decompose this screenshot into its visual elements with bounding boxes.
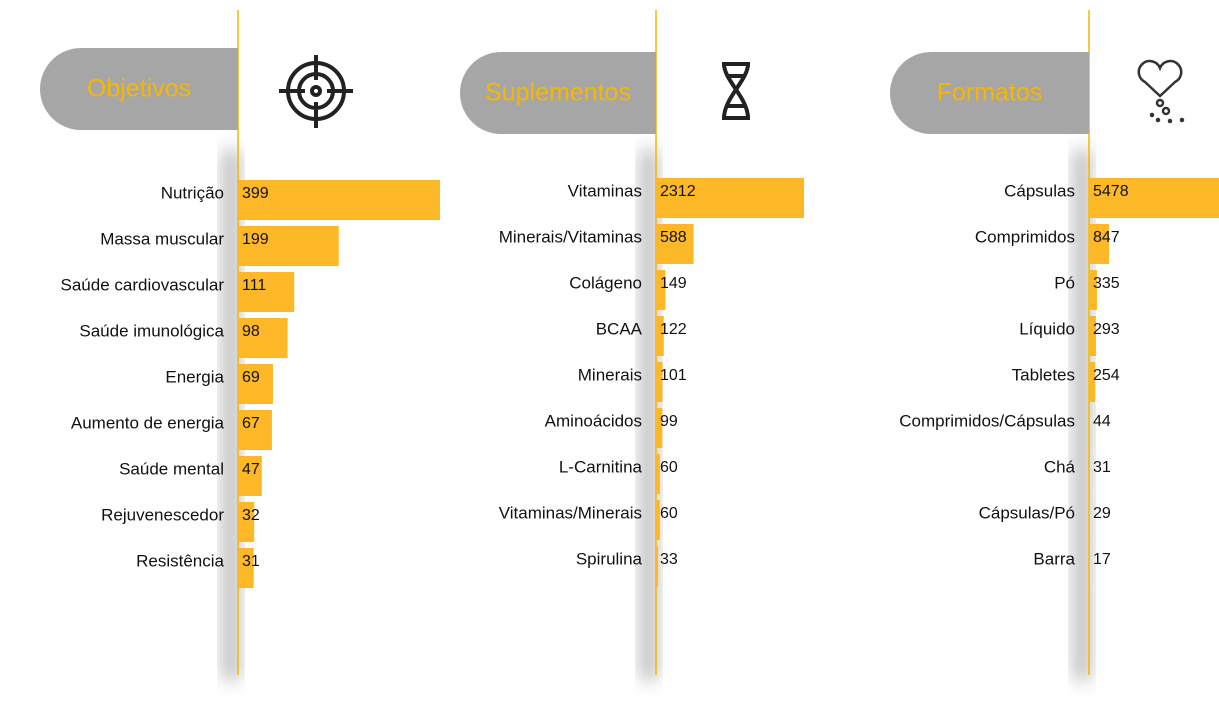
category-label: Comprimidos/Cápsulas [899,411,1075,430]
value-label: 399 [242,185,269,202]
category-label: Chá [1044,457,1076,476]
value-label: 31 [242,553,260,570]
category-label: Nutrição [161,183,224,202]
category-label: Vitaminas [568,181,642,200]
category-label: L-Carnitina [559,457,643,476]
category-label: Minerais [578,365,642,384]
category-label: Líquido [1019,319,1075,338]
category-label: Comprimidos [975,227,1075,246]
value-label: 588 [660,229,687,246]
category-label: Minerais/Vitaminas [499,227,642,246]
header-title: Suplementos [485,79,631,107]
category-label: Cápsulas/Pó [979,503,1075,522]
value-label: 149 [660,275,687,292]
pill-icon [1139,61,1183,122]
value-label: 31 [1093,459,1111,476]
header-title: Objetivos [87,75,191,103]
value-label: 67 [242,415,260,432]
shadow [642,150,656,680]
value-label: 111 [242,277,266,294]
category-label: Spirulina [576,549,643,568]
category-label: Colágeno [569,273,642,292]
target-icon [279,55,353,128]
category-label: BCAA [596,319,643,338]
value-label: 32 [242,507,260,524]
value-label: 29 [1093,505,1111,522]
value-label: 101 [660,367,687,384]
shadow [1075,150,1089,680]
header-title: Formatos [937,79,1043,107]
value-label: 254 [1093,367,1120,384]
bar [1089,500,1090,540]
bar [1089,454,1090,494]
value-label: 5478 [1093,183,1129,200]
value-label: 47 [242,461,260,478]
category-label: Saúde mental [119,459,224,478]
shadow [224,150,238,680]
category-label: Aumento de energia [71,413,225,432]
value-label: 99 [660,413,678,430]
value-label: 33 [660,551,678,568]
category-label: Saúde cardiovascular [61,275,225,294]
value-label: 847 [1093,229,1120,246]
value-label: 293 [1093,321,1120,338]
category-label: Cápsulas [1004,181,1075,200]
value-label: 60 [660,459,678,476]
category-label: Barra [1033,549,1075,568]
category-label: Pó [1054,273,1075,292]
dna-icon [722,64,750,118]
category-label: Resistência [136,551,224,570]
category-label: Saúde imunológica [79,321,224,340]
bar [656,546,658,586]
category-label: Rejuvenescedor [101,505,224,524]
category-label: Aminoácidos [545,411,642,430]
value-label: 122 [660,321,687,338]
category-label: Tabletes [1012,365,1075,384]
value-label: 69 [242,369,260,386]
value-label: 199 [242,231,269,248]
value-label: 335 [1093,275,1120,292]
bar [1089,408,1090,448]
value-label: 2312 [660,183,696,200]
value-label: 17 [1093,551,1111,568]
value-label: 60 [660,505,678,522]
category-label: Energia [165,367,224,386]
category-label: Massa muscular [100,229,224,248]
category-label: Vitaminas/Minerais [499,503,642,522]
value-label: 98 [242,323,260,340]
value-label: 44 [1093,413,1111,430]
